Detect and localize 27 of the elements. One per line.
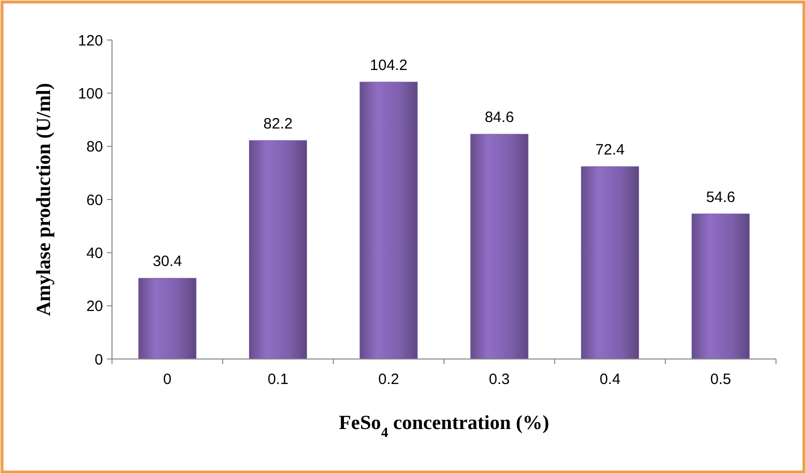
data-label: 84.6 [484,109,514,126]
data-label: 104.2 [370,57,408,74]
x-tick-label: 0.4 [600,371,620,388]
y-tick-label: 0 [94,351,103,368]
y-tick-label: 100 [78,85,103,102]
bar [580,166,640,360]
data-label: 54.6 [706,188,736,206]
bar [248,140,308,360]
x-tick-label: 0.3 [488,371,510,388]
bar [138,278,196,360]
data-label: 72.4 [595,142,625,159]
x-tick-label: 0.2 [378,371,400,388]
data-label: 30.4 [152,253,182,270]
bar [470,134,528,360]
y-tick-label: 40 [86,244,103,262]
bar [360,82,418,360]
x-tick-label: 0.1 [268,371,288,388]
bar [692,214,750,360]
y-tick-label: 20 [86,298,103,316]
y-tick-label: 60 [86,192,103,209]
x-axis-title: FeSo$_{4}$ concentration (%) [338,412,550,440]
data-label: 82.2 [263,115,293,132]
y-tick-label: 80 [86,138,103,156]
x-tick-label: 0.5 [710,371,732,388]
x-tick-label: 0 [163,371,172,388]
y-tick-label: 120 [78,32,103,50]
y-axis-title: Amylase production (U/ml) [33,83,55,316]
